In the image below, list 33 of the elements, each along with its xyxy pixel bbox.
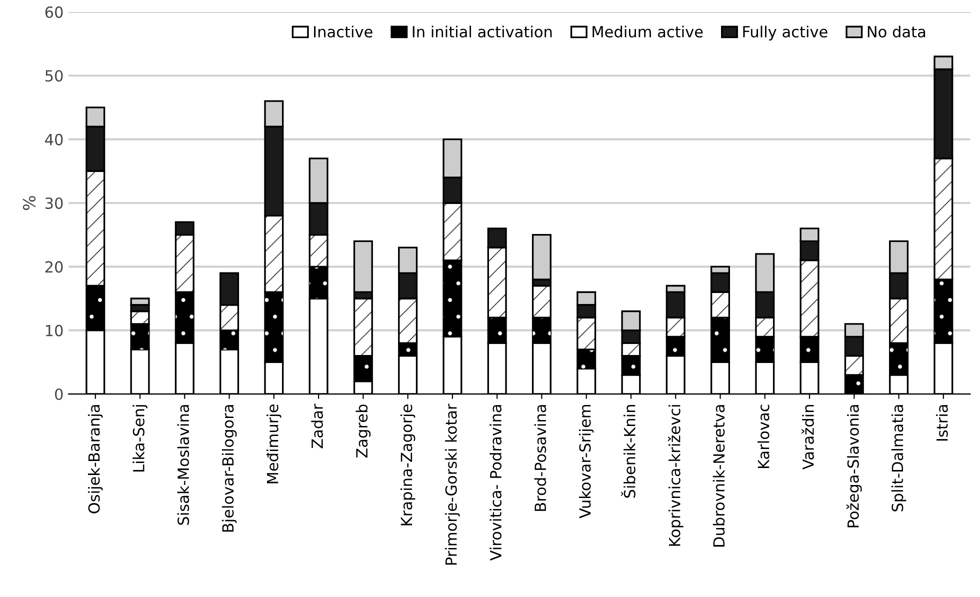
x-tick-label: Vukovar-Srijem	[578, 405, 594, 518]
legend-label: Inactive	[314, 26, 372, 38]
y-tick-label: 10	[46, 324, 63, 336]
x-tick-label: Zadar	[311, 404, 323, 448]
x-tick-label: Virovitica- Podravina	[490, 405, 502, 561]
y-axis-title: %	[22, 196, 36, 210]
y-tick-label: 30	[45, 197, 63, 209]
x-tick-label: Karlovac	[757, 404, 770, 468]
x-tick-label: Bjelovar-Bilogora	[222, 405, 237, 532]
x-tick-label: Međimurje	[266, 404, 282, 484]
x-tick-label: Koprivnica-križevci	[668, 405, 684, 546]
legend-label: In initial activation	[412, 26, 552, 38]
y-tick-label: 40	[45, 134, 63, 146]
x-tick-label: Zagreb	[356, 404, 371, 458]
x-tick-label: Split-Dalmatia	[891, 405, 906, 512]
y-tick-label: 20	[45, 261, 63, 273]
x-tick-label: Varaždin	[802, 405, 814, 470]
x-tick-label: Istria	[936, 405, 948, 441]
y-tick-label: 0	[55, 388, 63, 400]
x-tick-label: Dubrovnik-Neretva	[712, 405, 725, 547]
x-tick-label: Lika-Senj	[132, 405, 148, 472]
x-tick-label: Šibenik-Knin	[621, 405, 636, 498]
x-tick-label: Sisak-Moslavina	[177, 405, 190, 525]
legend-label: Medium active	[592, 26, 703, 38]
legend-label: No data	[868, 26, 926, 38]
y-tick-label: 60	[45, 6, 63, 18]
x-tick-label: Brod-Posavina	[534, 405, 546, 511]
legend-label: Fully active	[743, 26, 828, 40]
y-tick-label: 50	[45, 70, 63, 82]
x-tick-label: Primorje-Gorski kotar	[445, 404, 460, 565]
x-tick-label: Požega-Slavonia	[846, 405, 862, 528]
x-tick-label: Krapina-Zagorje	[400, 404, 416, 526]
x-tick-label: Osijek-Baranja	[88, 405, 103, 514]
